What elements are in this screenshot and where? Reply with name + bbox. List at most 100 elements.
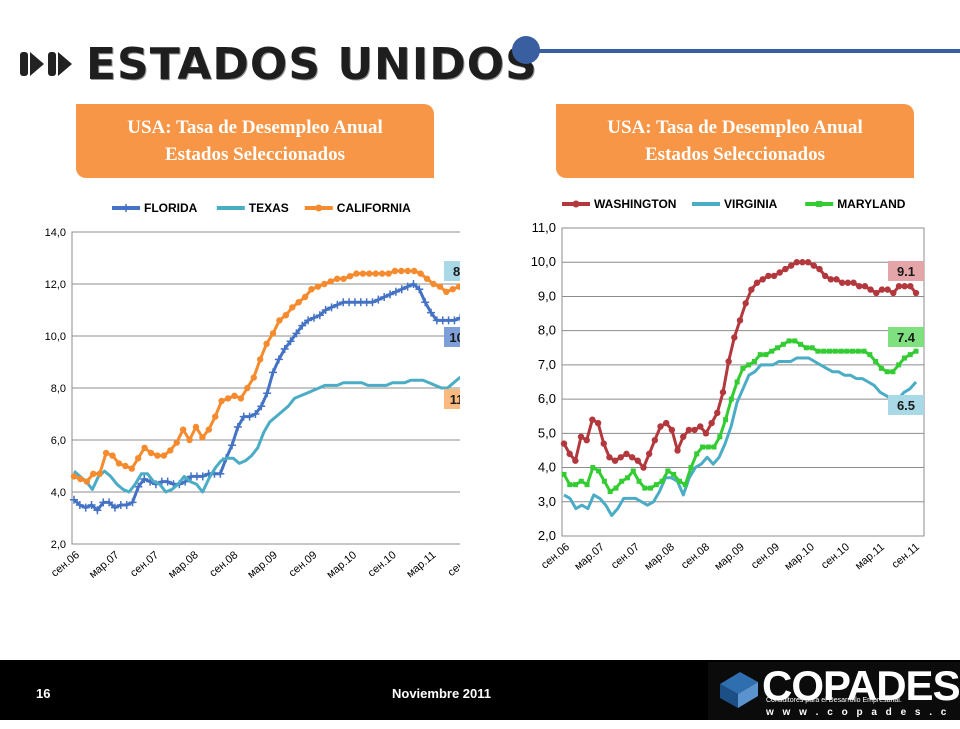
right-maryland-point — [567, 482, 573, 488]
left-x-tick-label: сен.10 — [366, 549, 399, 579]
right-washington-point — [606, 454, 613, 461]
right-washington-point — [844, 279, 852, 286]
left-x-tick-label: сен.11 — [446, 549, 460, 579]
right-washington-point — [725, 358, 732, 365]
logo-tagline: Consultores para el Desarrollo Empresari… — [766, 697, 902, 704]
right-washington-point — [816, 265, 823, 273]
right-series-virginia-line — [563, 356, 918, 517]
left-florida-point — [105, 498, 114, 507]
right-plot-area — [561, 227, 925, 537]
left-california-point — [115, 460, 123, 467]
right-maryland-point — [798, 341, 804, 347]
left-california-point — [173, 439, 180, 446]
left-florida-point — [134, 482, 143, 491]
right-washington-point — [765, 272, 772, 280]
left-california-point — [205, 426, 213, 433]
right-maryland-point — [913, 348, 919, 354]
left-florida-point — [403, 282, 412, 291]
left-x-tick-label: мар.11 — [404, 549, 438, 580]
right-washington-point — [651, 436, 659, 444]
right-maryland-point — [653, 482, 659, 488]
left-california-point — [237, 395, 245, 402]
right-washington-point — [577, 433, 585, 440]
left-california-point — [295, 299, 302, 306]
right-washington-point — [873, 289, 880, 297]
right-washington-point — [867, 286, 874, 293]
left-texas-end-label-bg — [444, 261, 460, 281]
right-maryland-point — [746, 362, 752, 368]
left-legend-florida-label: FLORIDA — [144, 201, 198, 215]
left-california-point — [378, 270, 386, 277]
right-washington-point — [827, 276, 835, 283]
right-maryland-point — [821, 348, 827, 354]
left-florida-point — [75, 501, 84, 509]
right-maryland-point — [826, 348, 832, 354]
right-washington-point — [668, 426, 676, 434]
left-california-point — [308, 286, 315, 293]
left-california-point — [96, 470, 103, 477]
left-california-point — [333, 275, 341, 282]
left-california-point — [224, 395, 232, 402]
right-legend-washington-label: WASHINGTON — [594, 197, 676, 211]
left-california-point — [70, 473, 78, 480]
right-washington-point — [560, 440, 568, 447]
right-x-tick-label: мар.08 — [642, 541, 677, 573]
right-maryland-point — [792, 338, 798, 344]
right-x-tick-label: сен.10 — [819, 541, 852, 571]
right-washington-point — [850, 279, 857, 286]
left-california-point — [250, 374, 257, 381]
right-washington-point — [838, 279, 846, 286]
right-maryland-point — [734, 379, 740, 385]
left-florida-point — [70, 495, 78, 504]
right-x-tick-label: сен.09 — [749, 541, 782, 571]
left-florida-point — [122, 501, 131, 509]
left-california-point — [398, 267, 405, 275]
right-maryland-point — [584, 482, 590, 488]
right-x-tick-label: сен.11 — [890, 541, 922, 571]
left-x-tick-label: мар.10 — [325, 549, 360, 581]
right-washington-point — [611, 457, 619, 464]
right-washington-point — [748, 286, 755, 293]
left-california-point — [366, 270, 373, 277]
right-maryland-point — [769, 348, 775, 354]
right-maryland-point — [809, 345, 815, 351]
right-washington-point — [702, 430, 710, 437]
left-california-point — [231, 392, 238, 399]
right-washington-point — [895, 282, 903, 290]
left-california-point — [77, 475, 84, 483]
left-y-tick-label: 10,0 — [45, 331, 66, 343]
left-florida-point — [397, 285, 406, 294]
right-y-tick-label: 6,0 — [538, 391, 556, 406]
right-maryland-point — [648, 485, 654, 491]
right-maryland-point — [763, 352, 769, 358]
page-number: 16 — [36, 686, 51, 701]
left-california-point — [455, 283, 460, 290]
right-washington-point — [833, 276, 840, 283]
right-maryland-point — [878, 365, 884, 371]
right-maryland-point — [624, 475, 630, 481]
left-florida-point — [368, 298, 377, 307]
right-maryland-point — [901, 355, 907, 361]
right-maryland-point — [740, 365, 746, 371]
left-california-point — [289, 304, 296, 311]
right-washington-point — [583, 436, 590, 444]
right-y-tick-label: 5,0 — [538, 425, 556, 440]
title-group: ESTADOS UNIDOS — [20, 36, 538, 92]
right-washington-point — [691, 426, 698, 434]
right-maryland-point — [665, 468, 671, 474]
right-maryland-point — [613, 485, 619, 491]
left-florida-point — [251, 410, 260, 418]
left-california-point — [212, 413, 219, 420]
left-california-point — [385, 270, 392, 277]
right-x-tick-label: сен.06 — [539, 541, 572, 571]
left-california-point — [340, 275, 347, 282]
left-legend-marker — [122, 204, 130, 212]
right-maryland-point — [803, 345, 809, 351]
left-florida-point — [421, 298, 430, 307]
left-california-point — [321, 280, 328, 288]
left-california-point — [404, 267, 412, 275]
right-maryland-point — [867, 352, 873, 358]
left-california-point — [199, 434, 206, 441]
right-virginia-end-label: 6.5 — [897, 398, 915, 413]
